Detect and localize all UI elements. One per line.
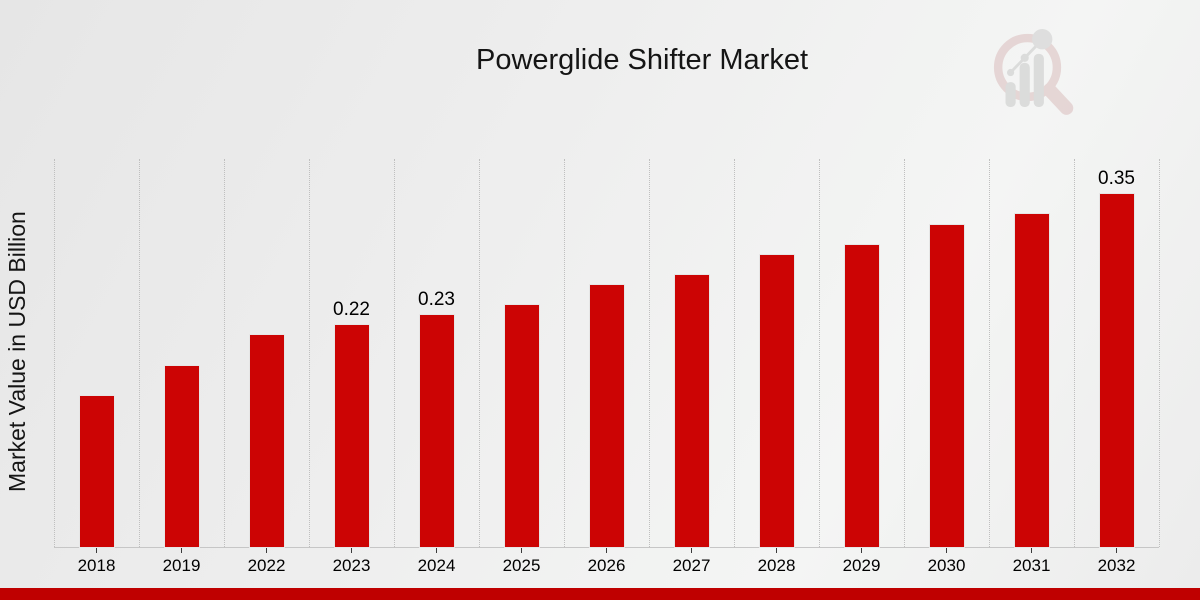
x-axis-label-2029: 2029	[842, 556, 881, 575]
bar-2032	[1099, 194, 1134, 547]
bar-2022	[249, 335, 284, 547]
bar-2023	[334, 325, 369, 547]
gridline	[734, 159, 735, 547]
gridline	[309, 159, 310, 547]
x-axis: 2018 2019 2022 2023 2024 2025 2026 2027 2028 2029…	[54, 548, 1159, 590]
x-axis-tick	[521, 548, 522, 553]
gridline	[1159, 159, 1160, 547]
bar-2024	[419, 315, 454, 547]
gridline	[904, 159, 905, 547]
bar-2027	[674, 275, 709, 547]
gridline	[479, 159, 480, 547]
gridline	[1074, 159, 1075, 547]
bar-2019	[164, 366, 199, 547]
bar-value-label-2023: 0.22	[333, 299, 370, 320]
bar-value-label-2024: 0.23	[418, 289, 455, 310]
x-axis-label-2025: 2025	[502, 556, 541, 575]
gridline	[649, 159, 650, 547]
x-axis-label-2023: 2023	[332, 556, 371, 575]
gridline	[989, 159, 990, 547]
x-axis-label-2024: 2024	[417, 556, 456, 575]
gridline	[564, 159, 565, 547]
gridline	[139, 159, 140, 547]
bar-value-label-2032: 0.35	[1098, 168, 1135, 189]
gridline	[394, 159, 395, 547]
x-axis-label-2019: 2019	[162, 556, 201, 575]
y-axis-label: Market Value in USD Billion	[4, 211, 30, 493]
x-axis-tick	[181, 548, 182, 553]
x-axis-label-2028: 2028	[757, 556, 796, 575]
x-axis-label-2022: 2022	[247, 556, 286, 575]
bar-2018	[79, 396, 114, 547]
bar-2025	[504, 305, 539, 547]
x-axis-tick	[1031, 548, 1032, 553]
bar-2030	[929, 225, 964, 547]
x-axis-tick	[606, 548, 607, 553]
bar-2029	[844, 245, 879, 547]
gridline	[54, 159, 55, 547]
bar-2028	[759, 255, 794, 547]
x-axis-tick	[776, 548, 777, 553]
x-axis-label-2018: 2018	[77, 556, 116, 575]
gridline	[819, 159, 820, 547]
x-axis-label-2027: 2027	[672, 556, 711, 575]
x-axis-tick	[351, 548, 352, 553]
x-axis-label-2032: 2032	[1097, 556, 1136, 575]
plot-area: 0.22 0.23 0.35	[54, 159, 1160, 548]
x-axis-tick	[266, 548, 267, 553]
gridline	[224, 159, 225, 547]
x-axis-label-2030: 2030	[927, 556, 966, 575]
x-axis-tick	[96, 548, 97, 553]
x-axis-tick	[436, 548, 437, 553]
bar-2026	[589, 285, 624, 547]
chart-title: Powerglide Shifter Market	[475, 44, 809, 76]
x-axis-tick	[861, 548, 862, 553]
magnifier-bar-chart-logo-icon	[988, 20, 1084, 116]
x-axis-label-2031: 2031	[1012, 556, 1051, 575]
bar-2031	[1014, 214, 1049, 547]
x-axis-tick	[1116, 548, 1117, 553]
x-axis-tick	[946, 548, 947, 553]
x-axis-label-2026: 2026	[587, 556, 626, 575]
x-axis-tick	[691, 548, 692, 553]
bottom-accent-bar	[0, 588, 1200, 600]
